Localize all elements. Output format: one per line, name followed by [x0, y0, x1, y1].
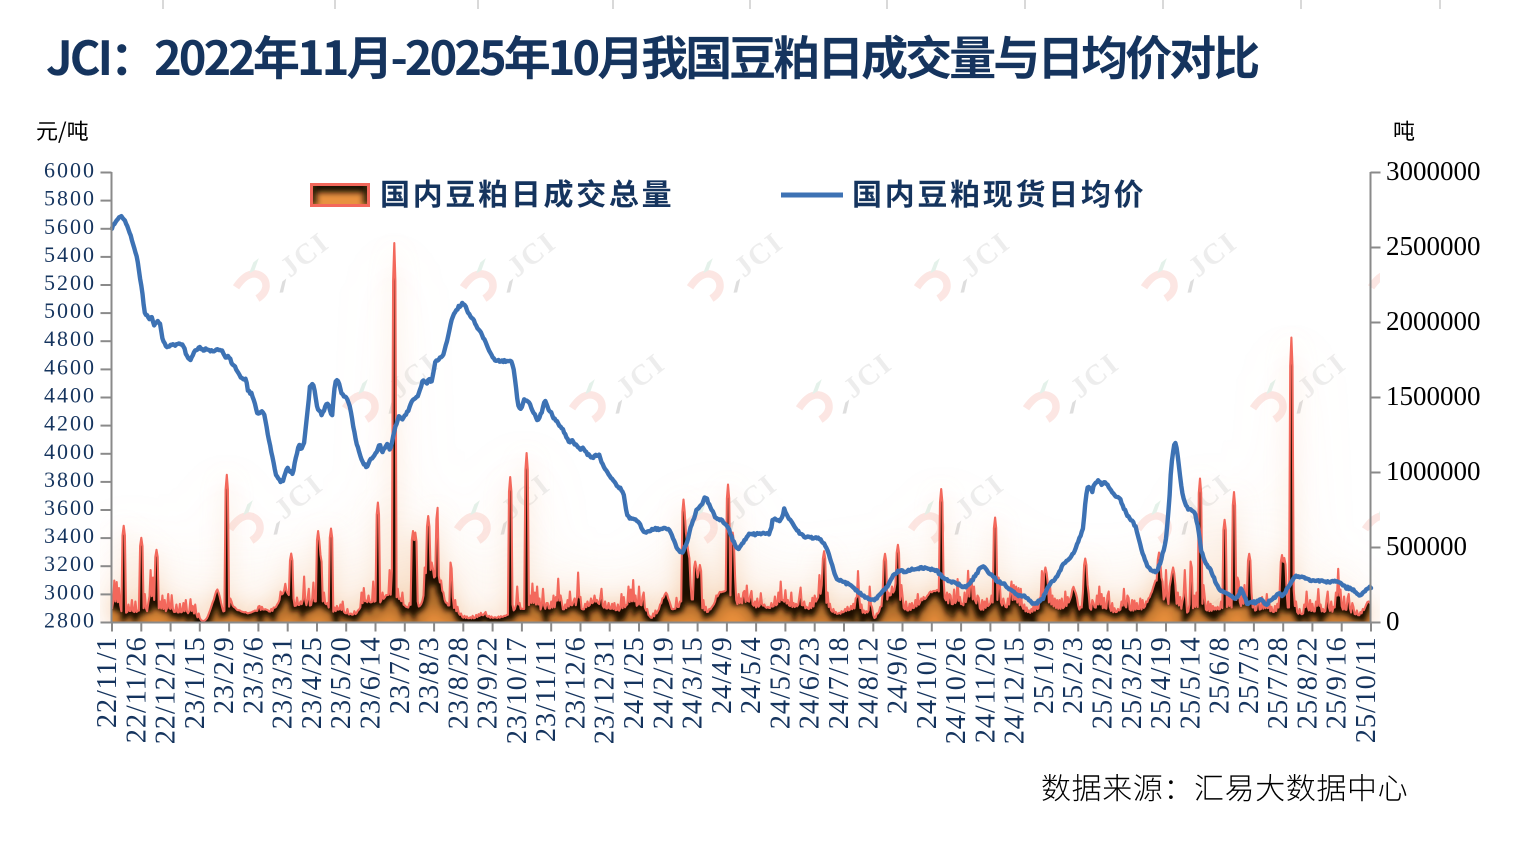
svg-text:24/4/9: 24/4/9: [707, 637, 738, 715]
svg-text:4200: 4200: [44, 411, 96, 436]
svg-text:3000000: 3000000: [1386, 156, 1481, 186]
svg-text:23/10/17: 23/10/17: [502, 637, 533, 745]
svg-text:23/8/3: 23/8/3: [414, 637, 445, 715]
svg-text:24/10/26: 24/10/26: [941, 637, 972, 745]
svg-text:25/7/28: 25/7/28: [1263, 637, 1294, 730]
svg-text:4400: 4400: [44, 383, 96, 408]
svg-text:23/12/6: 23/12/6: [561, 637, 592, 730]
svg-text:23/4/25: 23/4/25: [297, 637, 328, 730]
svg-text:23/3/6: 23/3/6: [238, 637, 269, 715]
svg-text:0: 0: [1386, 606, 1400, 636]
svg-text:4600: 4600: [44, 354, 96, 379]
svg-text:1500000: 1500000: [1386, 381, 1481, 411]
svg-text:24/8/12: 24/8/12: [853, 637, 884, 730]
svg-text:25/7/3: 25/7/3: [1234, 637, 1265, 715]
svg-text:25/6/8: 25/6/8: [1205, 637, 1236, 715]
svg-text:22/11/26: 22/11/26: [121, 637, 152, 744]
svg-text:25/8/22: 25/8/22: [1292, 637, 1323, 730]
svg-text:25/9/16: 25/9/16: [1322, 637, 1353, 730]
svg-text:2500000: 2500000: [1386, 231, 1481, 261]
svg-text:24/6/23: 24/6/23: [795, 637, 826, 730]
svg-text:23/8/28: 23/8/28: [443, 637, 474, 730]
svg-text:24/3/15: 24/3/15: [678, 637, 709, 730]
svg-text:25/2/28: 25/2/28: [1088, 637, 1119, 730]
svg-text:1000000: 1000000: [1386, 456, 1481, 486]
svg-text:2000000: 2000000: [1386, 306, 1481, 336]
svg-text:23/6/14: 23/6/14: [356, 637, 387, 730]
svg-text:22/12/21: 22/12/21: [151, 637, 182, 745]
svg-text:23/7/9: 23/7/9: [385, 637, 416, 715]
svg-text:25/10/11: 25/10/11: [1351, 637, 1382, 744]
svg-text:23/9/22: 23/9/22: [473, 637, 504, 730]
svg-text:25/5/14: 25/5/14: [1175, 637, 1206, 730]
svg-text:5800: 5800: [44, 186, 96, 211]
svg-text:23/1/15: 23/1/15: [180, 637, 211, 730]
svg-text:23/5/20: 23/5/20: [326, 637, 357, 730]
svg-text:3600: 3600: [44, 495, 96, 520]
svg-text:5600: 5600: [44, 214, 96, 239]
svg-text:24/9/6: 24/9/6: [883, 637, 914, 715]
svg-text:25/4/19: 25/4/19: [1146, 637, 1177, 730]
svg-text:24/5/4: 24/5/4: [736, 637, 767, 715]
svg-text:24/5/29: 24/5/29: [765, 637, 796, 730]
svg-text:23/12/31: 23/12/31: [590, 637, 621, 745]
svg-text:24/1/25: 24/1/25: [619, 637, 650, 730]
svg-text:24/7/18: 24/7/18: [824, 637, 855, 730]
svg-text:3800: 3800: [44, 467, 96, 492]
svg-text:24/12/15: 24/12/15: [1000, 637, 1031, 745]
svg-text:23/3/31: 23/3/31: [268, 637, 299, 730]
svg-text:23/11/11: 23/11/11: [531, 637, 562, 743]
svg-text:4800: 4800: [44, 326, 96, 351]
svg-text:24/2/19: 24/2/19: [648, 637, 679, 730]
svg-text:3400: 3400: [44, 523, 96, 548]
svg-text:3000: 3000: [44, 579, 96, 604]
svg-text:23/2/9: 23/2/9: [209, 637, 240, 715]
svg-text:25/2/3: 25/2/3: [1058, 637, 1089, 715]
svg-text:25/3/25: 25/3/25: [1117, 637, 1148, 730]
svg-text:4000: 4000: [44, 439, 96, 464]
svg-text:25/1/9: 25/1/9: [1029, 637, 1060, 715]
svg-text:5000: 5000: [44, 298, 96, 323]
svg-text:6000: 6000: [44, 158, 96, 183]
svg-text:2800: 2800: [44, 608, 96, 633]
svg-text:22/11/1: 22/11/1: [92, 637, 123, 729]
svg-text:500000: 500000: [1386, 531, 1467, 561]
svg-text:5200: 5200: [44, 270, 96, 295]
svg-text:3200: 3200: [44, 551, 96, 576]
svg-text:24/11/20: 24/11/20: [970, 637, 1001, 744]
svg-text:24/10/1: 24/10/1: [912, 637, 943, 730]
svg-text:5400: 5400: [44, 242, 96, 267]
